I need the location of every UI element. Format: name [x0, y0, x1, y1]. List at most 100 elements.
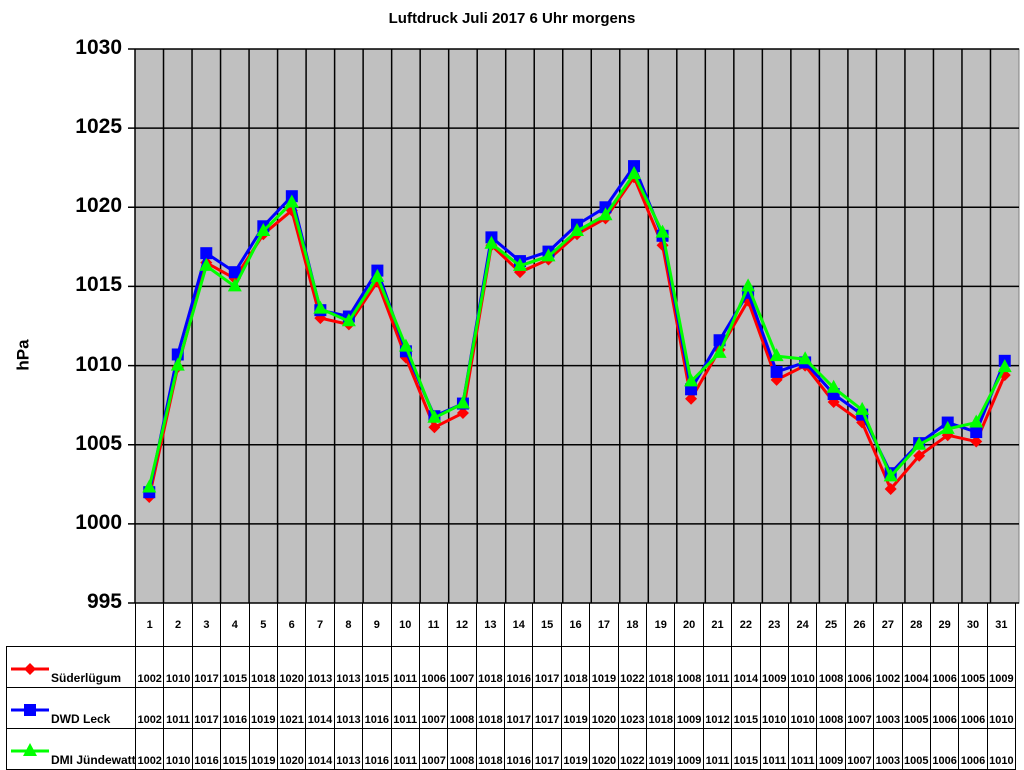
value-cell: 1020 [589, 728, 619, 770]
triangle-marker [712, 344, 727, 358]
value-cell: 1006 [958, 728, 988, 770]
day-header: 30 [958, 603, 988, 647]
day-header: 18 [617, 603, 648, 647]
value-cell: 1013 [333, 646, 364, 688]
value-cell: 1009 [759, 646, 789, 688]
day-header: 17 [589, 603, 619, 647]
value-cell: 1017 [532, 728, 562, 770]
day-header: 27 [873, 603, 903, 647]
y-axis-ticks: 1030 1025 1020 1015 1010 1005 1000 995 [0, 0, 122, 650]
value-cell: 1011 [702, 646, 733, 688]
diamond-marker [428, 421, 441, 434]
value-cell: 1010 [787, 646, 818, 688]
triangle-marker [627, 166, 642, 180]
y-tick-label: 1000 [75, 510, 122, 534]
value-cell: 1006 [958, 687, 988, 729]
legend-cell: DMI Jündewatt [6, 728, 136, 770]
plot-background [134, 48, 1020, 604]
value-cell: 1006 [929, 646, 960, 688]
value-cell: 1018 [646, 687, 676, 729]
day-header: 12 [447, 603, 477, 647]
day-header: 22 [731, 603, 761, 647]
triangle-marker [142, 479, 157, 493]
triangle-marker [541, 248, 556, 262]
value-cell: 1006 [418, 646, 449, 688]
y-tick-label: 1030 [75, 36, 122, 59]
y-tick-label: 1020 [75, 194, 122, 218]
legend-label: DWD Leck [51, 712, 111, 726]
chart-title: Luftdruck Juli 2017 6 Uhr morgens [388, 10, 636, 27]
triangle-marker [997, 359, 1012, 373]
table-row: DWD Leck 1002 1011 1017 1016 1019 1021 1014 1013… [6, 687, 1017, 729]
value-cell: 1011 [759, 728, 789, 770]
value-cell: 1010 [787, 687, 818, 729]
triangle-legend-icon [11, 743, 49, 756]
day-header: 4 [220, 603, 250, 647]
triangle-marker [940, 420, 955, 434]
triangle-marker [23, 743, 37, 756]
triangle-marker [427, 409, 442, 423]
value-cell: 1009 [986, 646, 1017, 688]
value-cell: 1014 [305, 687, 335, 729]
value-cell: 1005 [901, 728, 931, 770]
data-table: 1 2 3 4 5 6 7 8 9 10 11 12 13 14 15 16 17 18 19 20 21 22 23 24 2… [6, 603, 1017, 770]
value-cell: 1020 [589, 687, 619, 729]
day-header: 1 [134, 603, 165, 647]
value-cell: 1019 [560, 728, 591, 770]
value-cell: 1018 [475, 728, 506, 770]
value-cell: 1022 [617, 646, 648, 688]
square-marker [200, 247, 213, 260]
day-header: 25 [816, 603, 846, 647]
triangle-marker [883, 468, 898, 482]
value-cell: 1011 [787, 728, 818, 770]
day-header: 31 [986, 603, 1017, 647]
triangle-marker [855, 401, 870, 415]
triangle-marker [684, 373, 699, 387]
square-marker [770, 365, 783, 378]
value-cell: 1019 [248, 728, 278, 770]
value-cell: 1010 [986, 728, 1017, 770]
value-cell: 1015 [731, 728, 761, 770]
triangle-marker [741, 278, 756, 292]
value-cell: 1012 [702, 687, 733, 729]
diamond-marker [884, 483, 897, 496]
day-header: 26 [844, 603, 875, 647]
value-cell: 1011 [390, 687, 420, 729]
diamond-legend-icon [11, 663, 49, 675]
value-cell: 1018 [475, 646, 506, 688]
day-header: 16 [560, 603, 591, 647]
value-cell: 1002 [134, 646, 165, 688]
day-header: 8 [333, 603, 364, 647]
triangle-marker [199, 257, 214, 271]
legend-label: DMI Jündewatt [51, 753, 136, 767]
value-cell: 1016 [191, 728, 222, 770]
value-cell: 1011 [702, 728, 733, 770]
diamond-marker [24, 663, 36, 675]
day-header: 15 [532, 603, 562, 647]
value-cell: 1015 [731, 687, 761, 729]
value-cell: 1016 [220, 687, 250, 729]
value-cell: 1010 [163, 728, 193, 770]
square-marker [228, 266, 241, 279]
value-cell: 1010 [759, 687, 789, 729]
triangle-marker [655, 224, 670, 238]
value-cell: 1015 [220, 728, 250, 770]
day-header: 7 [305, 603, 335, 647]
legend-cell: Süderlügum [6, 646, 136, 688]
day-header: 2 [163, 603, 193, 647]
day-header: 10 [390, 603, 420, 647]
value-cell: 1018 [646, 646, 676, 688]
value-cell: 1002 [873, 646, 903, 688]
square-marker [24, 704, 36, 716]
day-header: 23 [759, 603, 789, 647]
value-cell: 1010 [986, 687, 1017, 729]
value-cell: 1018 [475, 687, 506, 729]
day-header: 24 [787, 603, 818, 647]
legend-cell: DWD Leck [6, 687, 136, 729]
value-cell: 1008 [447, 728, 477, 770]
value-cell: 1011 [390, 728, 420, 770]
triangle-marker [512, 257, 527, 271]
value-cell: 1017 [191, 646, 222, 688]
triangle-marker [912, 436, 927, 450]
value-cell: 1006 [844, 646, 875, 688]
